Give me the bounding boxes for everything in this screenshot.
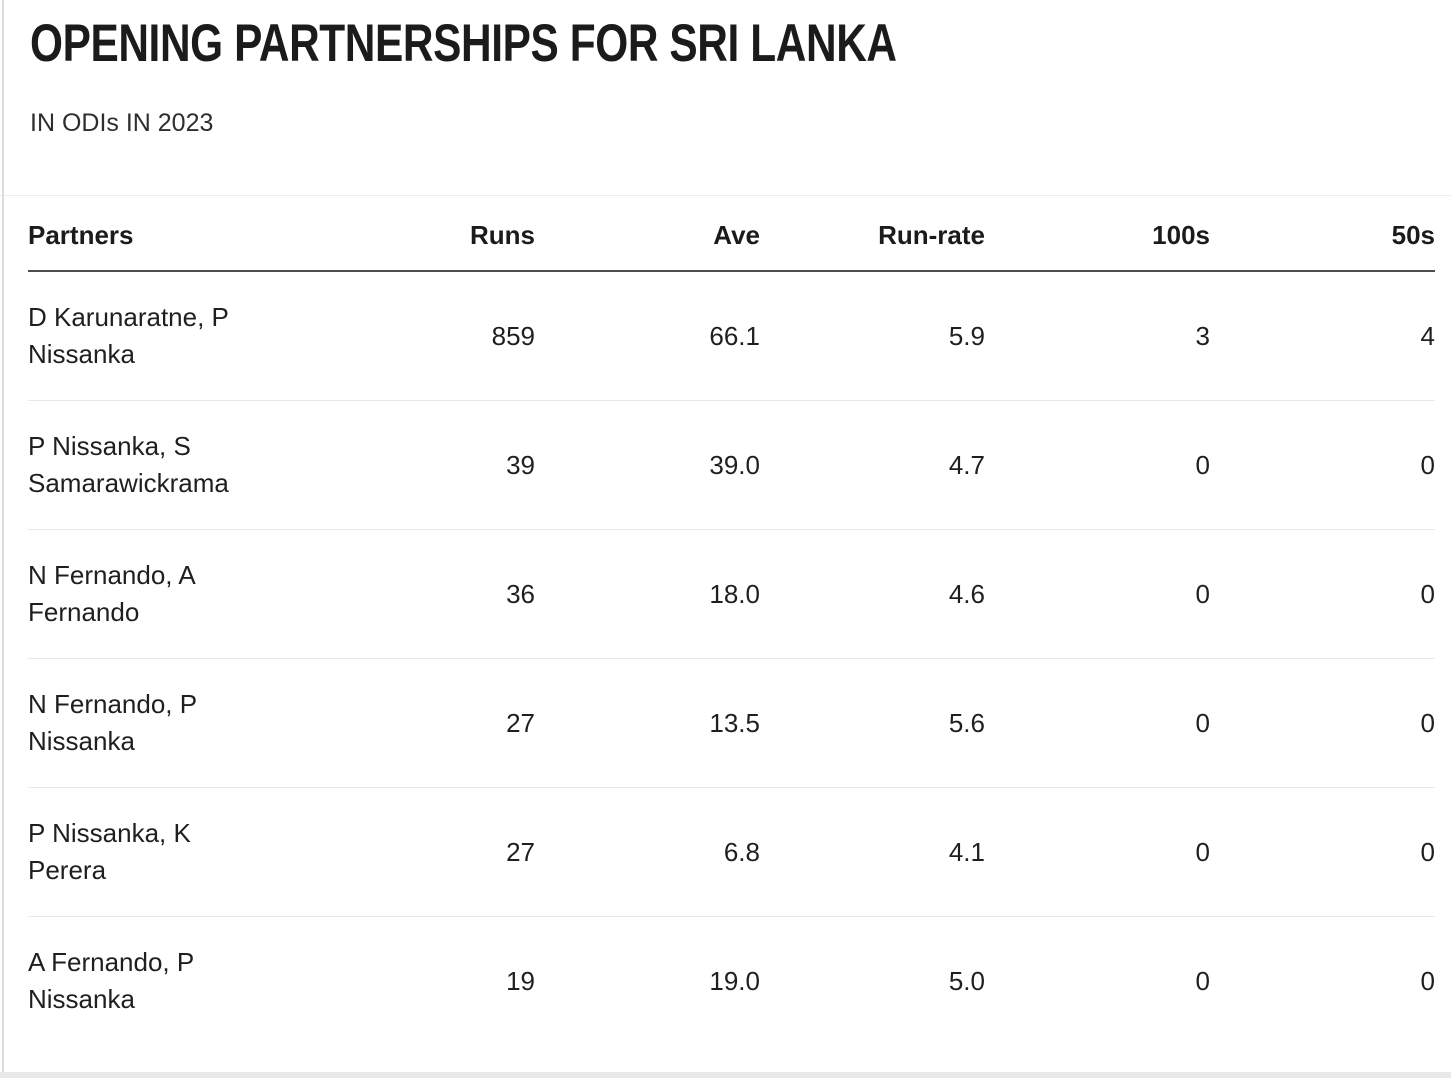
fifties-cell: 0 (1210, 529, 1435, 659)
partners-cell: N Fernando, A Fernando (28, 560, 195, 627)
fifties-cell: 0 (1210, 658, 1435, 788)
hundreds-cell: 0 (1195, 965, 1210, 996)
partners-cell: N Fernando, P Nissanka (28, 689, 197, 756)
fifties-cell: 0 (1420, 965, 1435, 996)
partners-cell: P Nissanka, S Samarawickrama (28, 431, 229, 498)
run-rate-cell: 4.6 (760, 529, 985, 659)
hundreds-cell: 0 (985, 529, 1210, 659)
runs-cell: 859 (310, 271, 535, 401)
partners-cell: D Karunaratne, P Nissanka (28, 302, 229, 369)
page-bottom-border (0, 1072, 1451, 1078)
ave-cell: 6.8 (535, 787, 760, 917)
fifties-cell: 0 (1210, 400, 1435, 530)
table-row: D Karunaratne, P Nissanka 859 66.1 5.9 3… (28, 271, 1435, 401)
run-rate-cell: 5.0 (948, 965, 985, 996)
run-rate-cell: 5.6 (760, 658, 985, 788)
table-row: P Nissanka, S Samarawickrama 39 39.0 4.7… (28, 400, 1435, 530)
page-title: OPENING PARTNERSHIPS FOR SRI LANKA (30, 14, 897, 73)
runs-cell: 27 (310, 658, 535, 788)
runs-cell: 39 (310, 400, 535, 530)
column-header-ave: Ave (535, 196, 760, 272)
table-row: P Nissanka, K Perera 27 6.8 4.1 0 0 (28, 787, 1435, 917)
table-row: A Fernando, P Nissanka 19 19.0 5.0 0 0 (28, 917, 1435, 1046)
partnerships-table: Partners Runs Ave Run-rate 100s 50s D Ka… (28, 196, 1435, 1045)
table-row: N Fernando, A Fernando 36 18.0 4.6 0 0 (28, 529, 1435, 659)
column-header-run-rate: Run-rate (760, 196, 985, 272)
ave-cell: 66.1 (535, 271, 760, 401)
run-rate-cell: 5.9 (760, 271, 985, 401)
table-container: Partners Runs Ave Run-rate 100s 50s D Ka… (0, 196, 1451, 1045)
runs-cell: 36 (310, 529, 535, 659)
partners-cell: A Fernando, P Nissanka (28, 947, 194, 1014)
run-rate-cell: 4.1 (760, 787, 985, 917)
table-top-divider (0, 195, 1451, 196)
ave-cell: 19.0 (709, 965, 760, 996)
fifties-cell: 4 (1210, 271, 1435, 401)
run-rate-cell: 4.7 (760, 400, 985, 530)
column-header-100s: 100s (985, 196, 1210, 272)
runs-cell: 19 (506, 965, 535, 996)
column-header-runs: Runs (310, 196, 535, 272)
page-header: OPENING PARTNERSHIPS FOR SRI LANKA IN OD… (0, 0, 1451, 138)
hundreds-cell: 0 (985, 400, 1210, 530)
table-header-row: Partners Runs Ave Run-rate 100s 50s (28, 196, 1435, 272)
table-row: N Fernando, P Nissanka 27 13.5 5.6 0 0 (28, 658, 1435, 788)
page-subtitle: IN ODIs IN 2023 (30, 109, 214, 137)
runs-cell: 27 (310, 787, 535, 917)
partners-cell: P Nissanka, K Perera (28, 818, 191, 885)
page-left-border (2, 0, 4, 1078)
hundreds-cell: 0 (985, 658, 1210, 788)
hundreds-cell: 0 (985, 787, 1210, 917)
ave-cell: 13.5 (535, 658, 760, 788)
column-header-50s: 50s (1210, 196, 1435, 272)
ave-cell: 39.0 (535, 400, 760, 530)
ave-cell: 18.0 (535, 529, 760, 659)
hundreds-cell: 3 (985, 271, 1210, 401)
column-header-partners: Partners (28, 196, 310, 272)
fifties-cell: 0 (1210, 787, 1435, 917)
